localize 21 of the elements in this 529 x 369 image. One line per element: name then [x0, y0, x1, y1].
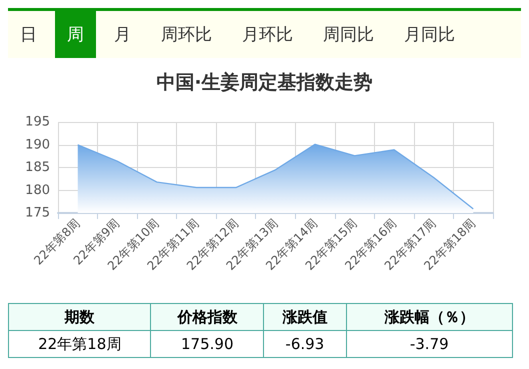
- y-tick-label: 175: [25, 206, 50, 220]
- text: 价格指数: [150, 304, 264, 330]
- text: -6.93: [264, 330, 346, 358]
- y-tick-label: 190: [25, 137, 50, 152]
- text: 175.90: [150, 330, 264, 358]
- text: 周环比: [160, 24, 213, 47]
- text: 22年第18周: [8, 330, 151, 358]
- text: 涨跌值: [264, 304, 346, 330]
- y-tick-label: 195: [25, 114, 50, 130]
- text: 月同比: [403, 24, 456, 47]
- text: 期数: [8, 304, 151, 330]
- text: 涨跌幅（％）: [346, 304, 512, 330]
- text: 周同比: [322, 24, 375, 47]
- y-tick-label: 185: [25, 160, 50, 175]
- text: 日: [19, 24, 38, 47]
- text: -3.79: [346, 330, 512, 358]
- text: 月环比: [241, 24, 294, 47]
- chart-title: 中国·生姜周定基指数走势: [156, 72, 373, 94]
- text: 月: [113, 24, 132, 47]
- y-tick-label: 180: [25, 182, 50, 198]
- text: 周: [55, 11, 96, 58]
